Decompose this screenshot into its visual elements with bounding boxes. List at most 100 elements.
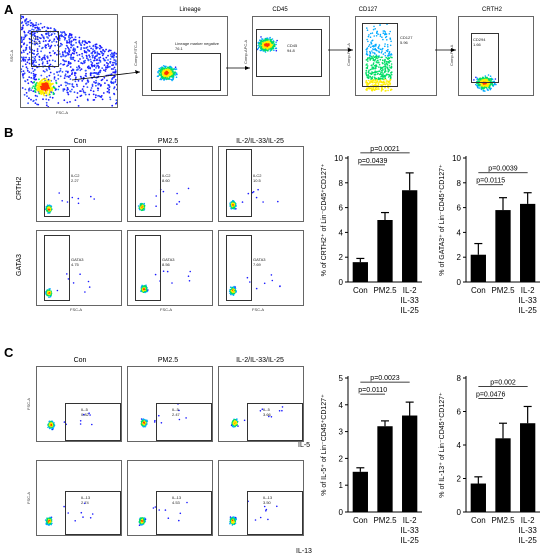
event-dot xyxy=(64,75,66,77)
event-dot xyxy=(85,75,88,78)
event-dot xyxy=(493,83,496,85)
event-dot xyxy=(50,420,53,423)
y-tick-label: 8 xyxy=(457,179,462,188)
event-dot xyxy=(387,74,389,76)
event-dot xyxy=(111,78,113,80)
event-dot xyxy=(370,77,373,79)
event-dot xyxy=(49,63,52,66)
event-dot xyxy=(92,45,95,48)
event-dot xyxy=(167,66,170,69)
event-dot xyxy=(51,59,54,62)
event-dot xyxy=(365,74,368,77)
event-dot xyxy=(110,68,113,70)
event-dot xyxy=(21,68,23,71)
event-dot xyxy=(65,54,68,57)
event-dot xyxy=(48,74,51,77)
flow-plot-c-il13-pm25: IL-13 4.53 xyxy=(127,460,213,536)
event-dot xyxy=(273,49,275,52)
event-dot xyxy=(22,24,25,27)
event-dot xyxy=(97,89,99,92)
y-tick-label: 3 xyxy=(339,428,344,437)
event-dot xyxy=(141,518,144,521)
event-dot xyxy=(369,32,372,35)
event-dot xyxy=(368,57,370,59)
event-dot xyxy=(77,68,79,70)
event-dot xyxy=(367,45,370,48)
event-dot xyxy=(43,80,46,83)
event-dot xyxy=(32,77,35,80)
event-dot xyxy=(70,33,73,36)
event-dot xyxy=(109,96,111,99)
event-dot xyxy=(48,521,51,523)
event-dot xyxy=(111,55,114,58)
gate-value-b-crth2-con: 2.27 xyxy=(71,178,79,183)
event-dot xyxy=(371,89,374,92)
event-dot xyxy=(76,96,79,99)
row-label-crth2: CRTH2 xyxy=(16,176,23,200)
event-dot xyxy=(378,83,380,85)
event-dot xyxy=(235,208,237,210)
event-dot xyxy=(159,78,161,81)
event-dot xyxy=(66,101,69,104)
event-dot xyxy=(24,80,26,82)
event-dot xyxy=(36,95,39,98)
event-dot xyxy=(35,98,38,101)
event-dot xyxy=(265,39,268,42)
y-tick-label: 6 xyxy=(457,204,462,213)
event-dot xyxy=(264,43,266,45)
event-dot xyxy=(373,25,375,28)
event-dot xyxy=(80,68,83,70)
event-dot xyxy=(97,87,100,90)
bar xyxy=(520,203,536,282)
event-dot xyxy=(477,84,480,87)
event-dot xyxy=(378,45,380,48)
event-dot xyxy=(490,87,492,90)
event-dot xyxy=(113,87,115,90)
event-dot xyxy=(246,276,249,279)
event-dot xyxy=(101,67,104,69)
event-dot xyxy=(54,60,57,63)
event-dot xyxy=(368,54,371,57)
event-dot xyxy=(64,51,67,54)
y-axis-label-c2: FSC-A xyxy=(26,492,31,504)
event-dot xyxy=(381,71,383,73)
event-dot xyxy=(160,422,163,424)
gate-name-cd127: CD127 xyxy=(400,35,413,40)
event-dot xyxy=(230,293,232,296)
x-axis-label-b2: FSC-A xyxy=(160,307,172,312)
event-dot xyxy=(367,60,369,62)
event-dot xyxy=(34,32,36,34)
event-dot xyxy=(57,78,60,80)
event-dot xyxy=(64,32,66,35)
event-dot xyxy=(269,50,272,52)
event-dot xyxy=(71,52,74,55)
event-dot xyxy=(487,84,489,87)
event-dot xyxy=(234,520,236,522)
category-label: IL-25 xyxy=(519,306,538,315)
event-dot xyxy=(269,38,271,40)
gate-value-q1: 10.7 xyxy=(33,40,41,45)
event-dot xyxy=(109,98,112,101)
event-dot xyxy=(144,426,146,428)
event-dot xyxy=(109,58,112,60)
event-dot xyxy=(388,33,391,35)
event-dot xyxy=(371,55,373,58)
event-dot xyxy=(383,62,386,64)
event-dot xyxy=(386,67,389,70)
event-dot xyxy=(79,420,82,422)
event-dot xyxy=(40,80,42,82)
event-dot xyxy=(387,89,389,92)
event-dot xyxy=(275,41,277,43)
event-dot xyxy=(233,285,235,288)
event-dot xyxy=(28,76,31,78)
event-dot xyxy=(38,56,41,58)
event-dot xyxy=(72,56,75,59)
event-dot xyxy=(28,62,31,65)
event-dot xyxy=(386,50,389,53)
event-dot xyxy=(33,53,35,55)
event-dot xyxy=(73,59,76,62)
event-dot xyxy=(380,67,382,69)
event-dot xyxy=(379,79,382,81)
event-dot xyxy=(47,426,49,429)
event-dot xyxy=(162,190,165,193)
